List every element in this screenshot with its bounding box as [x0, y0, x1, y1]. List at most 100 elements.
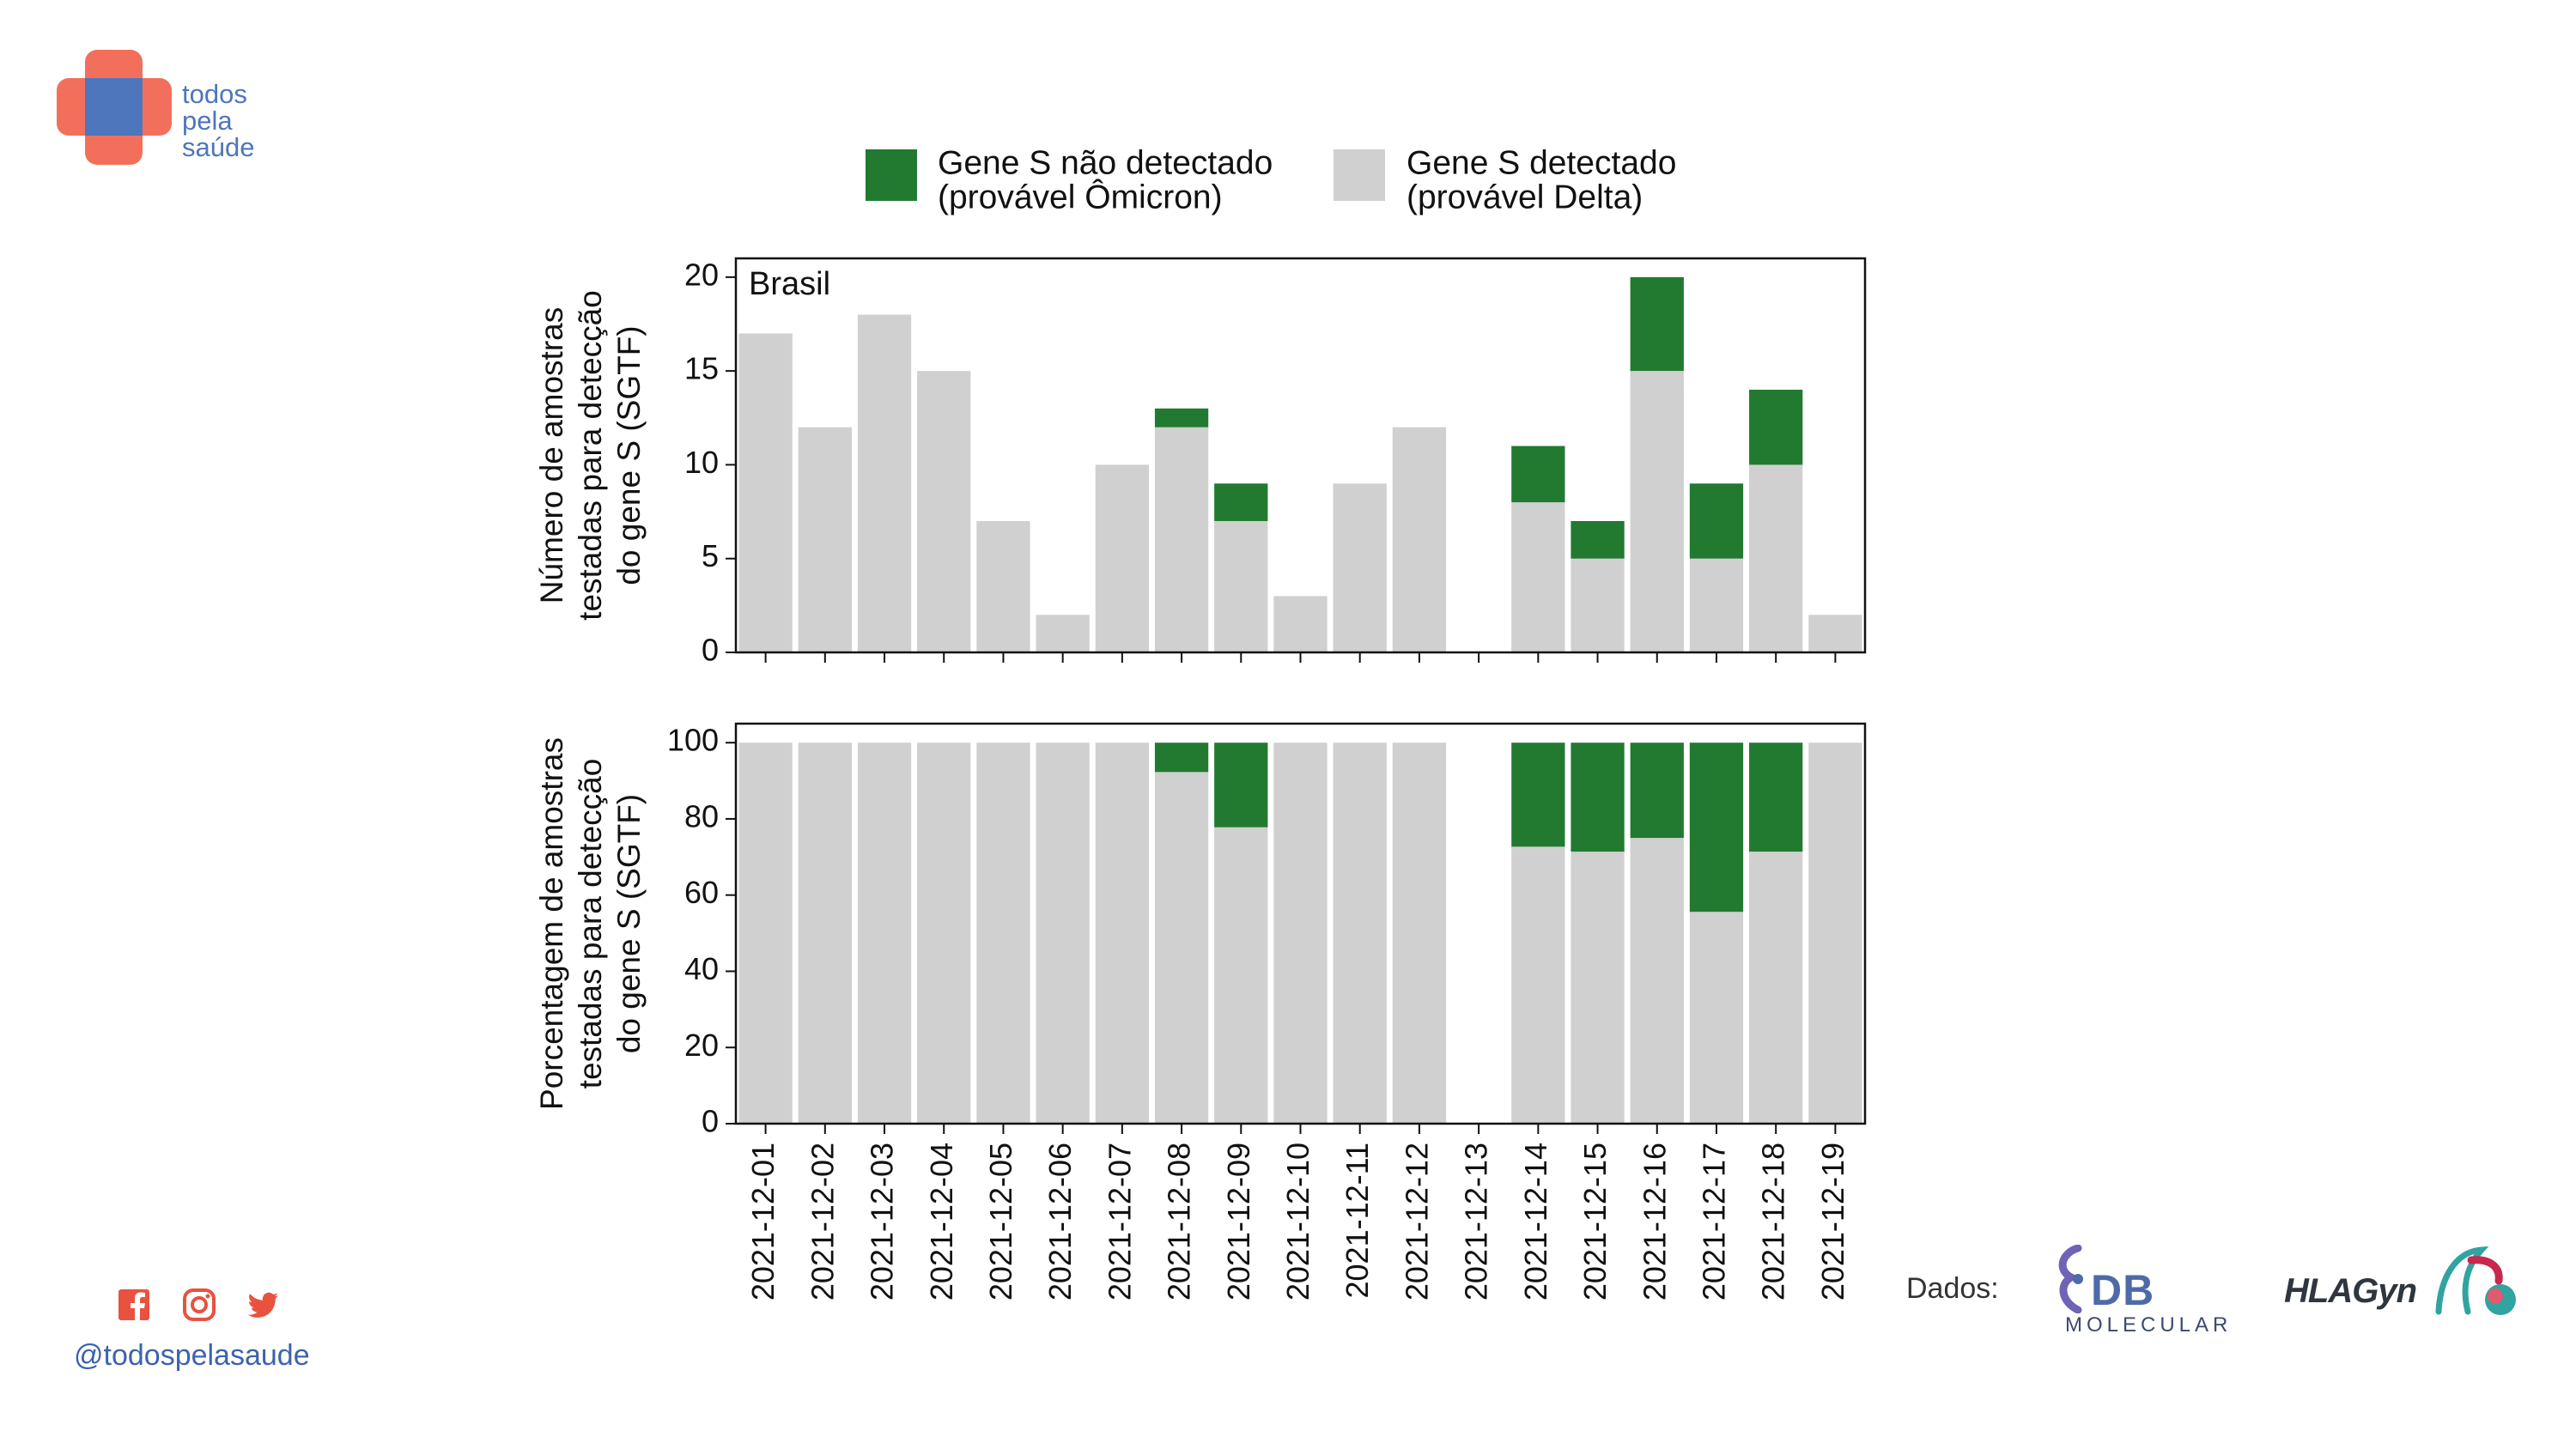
y-tick-label: 80 — [684, 798, 719, 834]
y-tick-label: 60 — [684, 875, 719, 910]
bar-detected-2021-12-07 — [1095, 464, 1150, 652]
bar-detected-2021-12-19 — [1808, 743, 1862, 1124]
y-tick-label: 100 — [667, 723, 719, 758]
social-links: @todospelasaude — [74, 1288, 349, 1382]
x-tick-label: 2021-12-04 — [924, 1143, 959, 1300]
y-axis-label: testadas para detecção — [573, 290, 608, 621]
x-tick-label: 2021-12-09 — [1221, 1143, 1256, 1300]
db-name: DB — [2091, 1266, 2155, 1314]
x-tick-label: 2021-12-06 — [1042, 1143, 1078, 1300]
x-tick-label: 2021-12-10 — [1280, 1143, 1315, 1300]
facebook-icon[interactable] — [117, 1288, 151, 1322]
twitter-icon[interactable] — [246, 1288, 280, 1322]
bar-detected-2021-12-01 — [738, 333, 793, 652]
legend-label: (provável Ômicron) — [938, 178, 1223, 215]
x-tick-label: 2021-12-15 — [1577, 1143, 1613, 1300]
y-axis-label: do gene S (SGTF) — [611, 325, 647, 585]
y-axis-label: do gene S (SGTF) — [611, 794, 647, 1053]
bar-not-detected-2021-12-15 — [1571, 521, 1625, 559]
bar-detected-2021-12-18 — [1749, 852, 1803, 1124]
bar-detected-2021-12-19 — [1808, 615, 1862, 652]
bar-detected-2021-12-02 — [798, 743, 852, 1124]
brand-word-3: saúde — [182, 132, 255, 162]
x-tick-label: 2021-12-03 — [865, 1143, 900, 1300]
x-tick-label: 2021-12-12 — [1399, 1143, 1434, 1300]
y-tick-label: 20 — [684, 1028, 719, 1063]
sources-label: Dados: — [1906, 1272, 1999, 1305]
bar-detected-2021-12-05 — [976, 521, 1030, 652]
y-tick-label: 40 — [684, 951, 719, 986]
bar-detected-2021-12-08 — [1154, 427, 1209, 652]
panel-title: Brasil — [749, 266, 830, 302]
bar-detected-2021-12-14 — [1511, 846, 1565, 1124]
bar-not-detected-2021-12-15 — [1571, 743, 1625, 852]
bar-detected-2021-12-01 — [738, 743, 793, 1124]
bar-detected-2021-12-11 — [1333, 743, 1387, 1124]
bar-not-detected-2021-12-16 — [1630, 276, 1684, 372]
y-tick-label: 10 — [684, 445, 719, 480]
bar-detected-2021-12-08 — [1154, 772, 1209, 1124]
bar-detected-2021-12-15 — [1571, 852, 1625, 1124]
bar-detected-2021-12-04 — [917, 371, 971, 652]
bar-detected-2021-12-17 — [1689, 912, 1744, 1124]
x-tick-label: 2021-12-13 — [1459, 1143, 1494, 1300]
y-axis-label: Número de amostras — [534, 307, 569, 603]
bar-not-detected-2021-12-09 — [1214, 483, 1268, 521]
bar-detected-2021-12-18 — [1749, 464, 1803, 652]
bar-detected-2021-12-03 — [857, 743, 912, 1124]
bar-detected-2021-12-06 — [1036, 743, 1090, 1124]
brand-wordmark: todos pela saúde — [182, 81, 254, 161]
plot-frame — [734, 257, 1867, 654]
legend-label: Gene S não detectado — [938, 144, 1273, 181]
data-sources: Dados: DB MOLECULAR HLAGyn — [1906, 1228, 2559, 1348]
bar-detected-2021-12-06 — [1036, 615, 1090, 652]
x-tick-label: 2021-12-11 — [1340, 1143, 1375, 1298]
legend-swatch — [1334, 149, 1385, 201]
x-tick-label: 2021-12-14 — [1518, 1143, 1553, 1300]
x-tick-label: 2021-12-17 — [1696, 1143, 1731, 1300]
panel-2: 2021-12-01 2021-12-02 2021-12-03 2021-12-04… — [534, 723, 1867, 1300]
bar-not-detected-2021-12-14 — [1511, 743, 1565, 847]
bar-detected-2021-12-16 — [1630, 838, 1684, 1124]
bar-detected-2021-12-04 — [917, 743, 971, 1124]
bar-detected-2021-12-10 — [1273, 743, 1327, 1124]
bar-detected-2021-12-05 — [976, 743, 1030, 1124]
x-tick-label: 2021-12-08 — [1162, 1143, 1197, 1300]
bar-not-detected-2021-12-16 — [1630, 743, 1684, 839]
bar-detected-2021-12-17 — [1689, 558, 1744, 652]
bar-detected-2021-12-09 — [1214, 521, 1268, 652]
brand-word-1: todos — [182, 79, 247, 109]
db-molecular-logo-icon — [2058, 1245, 2083, 1313]
bar-detected-2021-12-07 — [1095, 743, 1150, 1124]
bar-detected-2021-12-12 — [1392, 743, 1447, 1124]
brand-logo: todos pela saúde — [57, 50, 280, 170]
y-axis-label: Porcentagem de amostras — [534, 737, 569, 1110]
bar-detected-2021-12-09 — [1214, 827, 1268, 1124]
panel-1: 0 5 10 15 20 Número de amostras testadas para … — [534, 257, 1867, 668]
x-tick-label: 2021-12-18 — [1756, 1143, 1791, 1300]
bar-detected-2021-12-10 — [1273, 596, 1327, 652]
bar-not-detected-2021-12-17 — [1689, 483, 1744, 559]
bar-detected-2021-12-11 — [1333, 483, 1387, 652]
social-handle[interactable]: @todospelasaude — [74, 1339, 310, 1372]
bar-detected-2021-12-15 — [1571, 558, 1625, 652]
bar-not-detected-2021-12-18 — [1749, 390, 1803, 465]
instagram-icon[interactable] — [182, 1288, 216, 1322]
bar-detected-2021-12-03 — [857, 314, 912, 652]
bar-not-detected-2021-12-09 — [1214, 743, 1268, 828]
bar-not-detected-2021-12-17 — [1689, 743, 1744, 912]
legend-label: (provável Delta) — [1406, 179, 1643, 215]
legend-label: Gene S detectado — [1406, 144, 1676, 181]
y-tick-label: 0 — [702, 633, 719, 668]
hlagyn-logo-icon — [2435, 1246, 2516, 1315]
bar-not-detected-2021-12-08 — [1154, 408, 1209, 427]
y-tick-label: 5 — [702, 538, 719, 573]
bar-detected-2021-12-16 — [1630, 371, 1684, 652]
bar-detected-2021-12-02 — [798, 427, 852, 652]
x-tick-label: 2021-12-01 — [745, 1143, 781, 1300]
bar-detected-2021-12-12 — [1392, 427, 1447, 652]
y-tick-label: 15 — [684, 351, 719, 386]
db-subtitle: MOLECULAR — [2065, 1313, 2233, 1337]
bar-not-detected-2021-12-14 — [1511, 446, 1565, 503]
